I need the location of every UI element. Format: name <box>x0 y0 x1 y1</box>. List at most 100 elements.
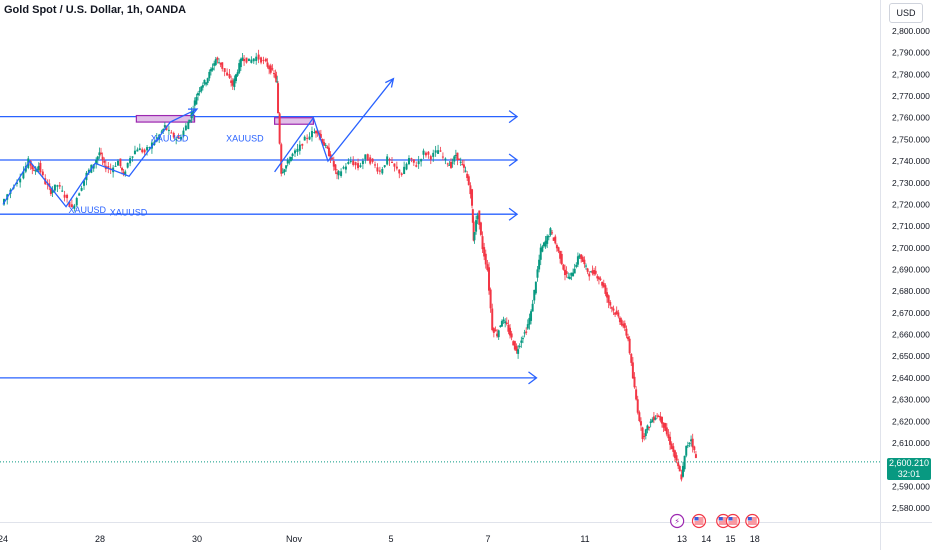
candle-body <box>665 427 668 435</box>
candle-body <box>209 69 212 72</box>
candle-body <box>588 273 591 277</box>
candle-body <box>422 150 425 155</box>
candle-body <box>250 59 253 63</box>
candle-body <box>15 182 18 185</box>
event-markers[interactable]: ⚡ <box>670 513 760 529</box>
candle-body <box>198 90 201 92</box>
dividend-icon[interactable]: ⚡ <box>670 513 685 529</box>
candle-body <box>301 144 304 146</box>
trend-lines[interactable] <box>2 77 395 208</box>
flag-stripe <box>718 521 728 523</box>
candle-body <box>388 159 391 161</box>
candle-body <box>461 164 464 166</box>
candle-body <box>533 289 536 301</box>
candle-body <box>593 270 596 275</box>
us-flag-icon[interactable] <box>745 513 760 529</box>
y-tick-label: 2,660.000 <box>892 330 930 340</box>
candle-body <box>143 149 146 153</box>
candle-body <box>499 325 502 327</box>
candle-body <box>121 167 124 171</box>
y-tick-label: 2,780.000 <box>892 69 930 79</box>
candle-body <box>214 59 217 65</box>
candle-body <box>337 171 340 176</box>
candle-body <box>589 271 592 273</box>
candle-body <box>494 329 497 332</box>
candle-body <box>599 278 602 280</box>
candle-body <box>536 269 539 278</box>
y-tick-label: 2,720.000 <box>892 199 930 209</box>
candle-body <box>649 421 652 424</box>
candle-body <box>622 323 625 327</box>
candle-body <box>469 185 472 195</box>
candle-body <box>630 353 633 363</box>
candle-body <box>420 159 423 162</box>
candle-body <box>439 150 442 152</box>
flag-stripe <box>694 523 704 525</box>
y-tick-label: 2,800.000 <box>892 26 930 36</box>
us-flag-icon[interactable] <box>716 513 731 529</box>
us-flag-icon[interactable] <box>725 513 741 529</box>
candle-body <box>238 63 241 73</box>
candle-body <box>68 201 71 207</box>
candle-body <box>332 161 335 167</box>
zone-box <box>274 117 315 125</box>
candle-body <box>359 165 362 167</box>
candle-body <box>381 168 384 174</box>
y-tick-label: 2,620.000 <box>892 416 930 426</box>
annotation-label: XAUUSD <box>110 207 148 217</box>
candle-body <box>103 160 106 163</box>
trend-arrow-head <box>385 77 395 88</box>
flag-stripe <box>728 521 738 523</box>
candle-body <box>660 416 663 424</box>
candle-body <box>451 162 454 164</box>
candle-body <box>83 180 86 186</box>
candle-body <box>454 154 457 156</box>
candle-body <box>170 132 173 134</box>
candle-body <box>308 136 311 140</box>
candle-body <box>539 247 542 260</box>
candle-body <box>530 311 533 321</box>
currency-button[interactable]: USD <box>889 3 923 23</box>
candle-body <box>459 161 462 163</box>
candle-body <box>369 157 372 164</box>
candle-body <box>691 438 694 448</box>
candle-body <box>271 68 274 70</box>
flag-stripe <box>747 517 757 519</box>
candle-body <box>203 79 206 84</box>
zones[interactable] <box>135 114 315 125</box>
y-tick-label: 2,730.000 <box>892 178 930 188</box>
candle-body <box>464 170 467 172</box>
flag-canton <box>728 517 733 521</box>
candle-body <box>315 130 318 134</box>
candle-body <box>303 136 306 141</box>
x-tick-label: 14 <box>701 534 711 544</box>
y-tick-label: 2,680.000 <box>892 286 930 296</box>
candle-body <box>234 74 237 81</box>
level-arrow-head <box>508 153 519 167</box>
us-flag-icon[interactable] <box>691 513 707 529</box>
candle-body <box>148 147 151 149</box>
candle-body <box>327 147 330 157</box>
candle-body <box>491 308 494 331</box>
y-tick-label: 2,690.000 <box>892 265 930 275</box>
candle-body <box>364 154 367 160</box>
annotation-label: XAUUSD <box>151 134 189 144</box>
candle-body <box>395 166 398 169</box>
horizontal-levels[interactable] <box>0 110 538 385</box>
candle-body <box>386 156 389 165</box>
candle-body <box>22 171 25 179</box>
level-arrow-head <box>508 110 519 124</box>
candle-body <box>546 235 549 244</box>
candle-body <box>594 270 597 274</box>
candle-body <box>677 462 680 467</box>
candle-body <box>432 152 435 157</box>
candle-body <box>565 271 568 274</box>
candle-body <box>580 254 583 260</box>
candle-body <box>61 190 64 192</box>
candle-body <box>427 151 430 155</box>
candle-body <box>70 204 73 207</box>
candle-body <box>280 144 283 174</box>
candle-body <box>444 158 447 160</box>
candle-body <box>609 302 612 306</box>
